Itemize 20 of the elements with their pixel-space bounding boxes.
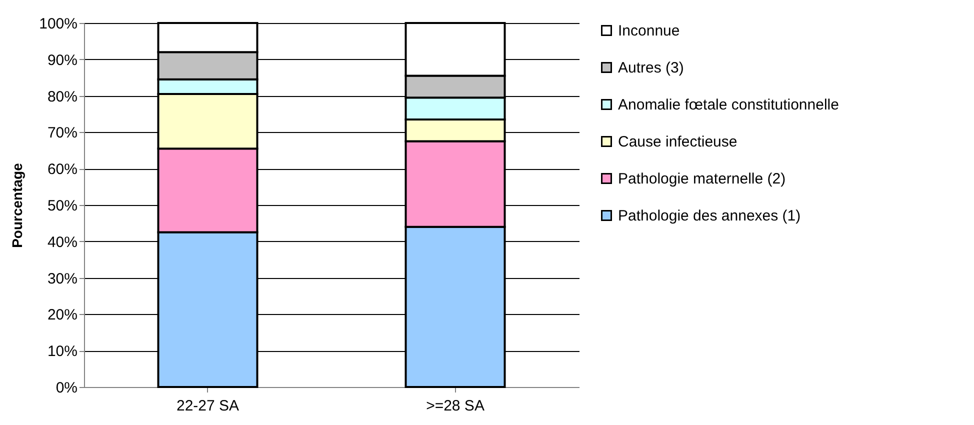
legend-label: Inconnue: [618, 22, 680, 40]
y-tick-label: 30%: [47, 270, 78, 288]
x-tick-label: 22-27 SA: [176, 398, 240, 414]
y-tick-label: 40%: [47, 234, 78, 251]
y-tick-label: 0%: [56, 380, 78, 396]
legend-label: Pathologie maternelle (2): [618, 170, 786, 188]
legend-label: Pathologie des annexes (1): [618, 208, 801, 224]
y-tick-label: 50%: [47, 198, 78, 214]
x-tick-label: >=28 SA: [426, 398, 484, 414]
y-tick-label: 90%: [47, 52, 78, 69]
y-axis-title: Pourcentage: [9, 162, 26, 248]
y-tick-label: 60%: [47, 161, 78, 178]
y-tick-label: 10%: [47, 343, 78, 360]
legend-label: Anomalie fœtale constitutionnelle: [618, 96, 839, 114]
y-tick-label: 20%: [47, 306, 78, 324]
y-tick-label: 70%: [47, 124, 78, 142]
y-tick-label: 80%: [47, 88, 78, 106]
legend-label: Cause infectieuse: [618, 134, 738, 150]
y-tick-label: 100%: [39, 16, 78, 32]
legend-label: Autres (3): [618, 60, 684, 76]
